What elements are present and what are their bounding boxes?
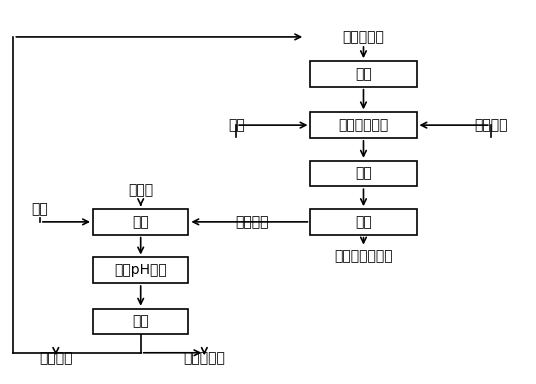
Text: 混合碱: 混合碱 xyxy=(128,184,153,198)
Text: 亚铜盐渣: 亚铜盐渣 xyxy=(235,215,269,229)
FancyBboxPatch shape xyxy=(310,113,416,138)
Text: 硫酸铜溶液: 硫酸铜溶液 xyxy=(343,30,384,44)
Text: 恒温搅拌反应: 恒温搅拌反应 xyxy=(338,118,389,132)
Text: 调节pH沉渣: 调节pH沉渣 xyxy=(114,263,167,277)
FancyBboxPatch shape xyxy=(93,257,189,283)
Text: 冷却: 冷却 xyxy=(355,167,372,180)
Text: 亚硫酸钠: 亚硫酸钠 xyxy=(474,118,508,132)
FancyBboxPatch shape xyxy=(93,209,189,235)
Text: 脱氯硫酸铜溶液: 脱氯硫酸铜溶液 xyxy=(334,249,393,263)
FancyBboxPatch shape xyxy=(310,161,416,186)
Text: 过滤: 过滤 xyxy=(132,314,149,328)
FancyBboxPatch shape xyxy=(93,309,189,334)
FancyBboxPatch shape xyxy=(310,209,416,235)
Text: 过滤: 过滤 xyxy=(355,215,372,229)
Text: 氯化钠溶液: 氯化钠溶液 xyxy=(183,351,225,366)
Text: 浆化: 浆化 xyxy=(132,215,149,229)
Text: 脱氯铜渣: 脱氯铜渣 xyxy=(39,351,72,366)
Text: 铜粉: 铜粉 xyxy=(228,118,244,132)
FancyBboxPatch shape xyxy=(310,61,416,87)
Text: 空气: 空气 xyxy=(32,202,48,216)
Text: 升温: 升温 xyxy=(355,67,372,81)
